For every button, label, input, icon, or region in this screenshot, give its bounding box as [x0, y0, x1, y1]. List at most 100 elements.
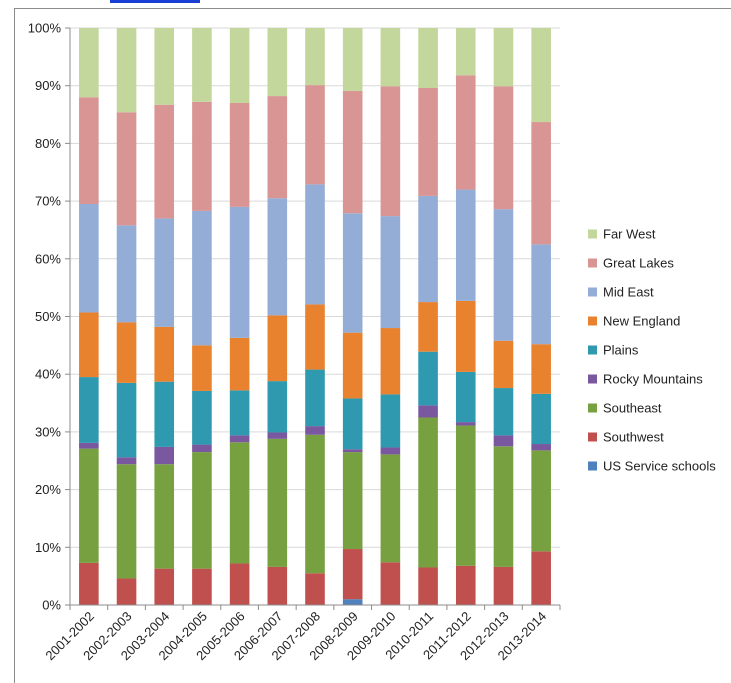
bar-segment	[305, 573, 325, 605]
legend-label: Rocky Mountains	[603, 372, 703, 387]
legend-swatch	[588, 287, 597, 297]
bar-segment	[380, 562, 401, 605]
bar-segment	[455, 565, 476, 605]
bar-segment	[116, 225, 137, 323]
y-tick-label: 30%	[35, 424, 61, 439]
bar-segment	[79, 203, 99, 313]
bar-segment	[531, 28, 551, 123]
bar-segment	[305, 184, 325, 305]
legend-label: Southwest	[603, 430, 664, 445]
bar-segment	[342, 599, 363, 605]
bar-segment	[154, 104, 175, 219]
bar-segment	[267, 315, 288, 382]
legend-label: New England	[603, 314, 680, 329]
bar-segment	[531, 393, 551, 445]
bar-segment	[342, 90, 363, 214]
y-tick-label: 40%	[35, 367, 61, 382]
bar-segment	[267, 438, 288, 567]
bar-segment	[493, 566, 514, 605]
bar-segment	[229, 206, 250, 338]
legend-label: Great Lakes	[603, 256, 674, 271]
bar-segment	[380, 447, 401, 455]
bar-segment	[455, 28, 476, 76]
bar-segment	[79, 442, 99, 449]
y-tick-label: 90%	[35, 78, 61, 93]
hyperlink-underline[interactable]	[110, 0, 200, 3]
bar-segment	[267, 381, 288, 433]
bar-segment	[79, 28, 99, 98]
bar-segment	[116, 457, 137, 465]
bar-segment	[192, 101, 212, 211]
bar-segment	[79, 97, 99, 204]
bar-segment	[455, 189, 476, 301]
bar-segment	[418, 417, 438, 568]
legend-label: Plains	[603, 343, 639, 358]
bar-segment	[455, 422, 476, 426]
axes	[65, 27, 561, 610]
bar-segment	[531, 551, 551, 605]
y-tick-label: 100%	[28, 21, 62, 36]
bar-segment	[116, 382, 137, 458]
bar-segment	[380, 328, 401, 395]
y-tick-label: 80%	[35, 136, 61, 151]
bar-segment	[79, 377, 99, 443]
bar-segment	[116, 322, 137, 383]
bar-segment	[455, 425, 476, 566]
y-tick-labels: 0% 10% 20% 30% 40% 50% 60% 70% 80% 90% 100%	[28, 21, 62, 613]
bar-segment	[267, 566, 288, 605]
bar-segment	[116, 578, 137, 605]
bar-segment	[493, 28, 514, 87]
legend-swatch	[588, 374, 597, 384]
bar-segment	[342, 449, 363, 453]
bar-segment	[342, 549, 363, 600]
bar-segment	[229, 435, 250, 443]
bar-segment	[418, 195, 438, 303]
legend-label: US Service schools	[603, 459, 716, 474]
bar-segment	[493, 435, 514, 447]
bar-segment	[493, 388, 514, 436]
bar-segment	[418, 88, 438, 196]
bar-segment	[305, 369, 325, 427]
bar-segment	[154, 446, 175, 465]
bar-segment	[192, 345, 212, 391]
bar-segment	[531, 444, 551, 451]
bar-segment	[154, 381, 175, 447]
frame-left-border	[14, 8, 15, 683]
bar-segment	[418, 405, 438, 418]
bar-segment	[455, 300, 476, 372]
bars	[79, 28, 551, 605]
bar-segment	[305, 434, 325, 574]
y-tick-label: 70%	[35, 194, 61, 209]
bar-segment	[154, 568, 175, 605]
bar-segment	[305, 28, 325, 86]
bar-segment	[267, 198, 288, 316]
bar-segment	[192, 210, 212, 346]
y-tick-label: 0%	[42, 598, 61, 613]
bar-segment	[192, 444, 212, 453]
bar-segment	[342, 332, 363, 399]
bar-segment	[418, 351, 438, 406]
bar-segment	[418, 302, 438, 352]
bar-segment	[192, 390, 212, 445]
bar-segment	[154, 218, 175, 327]
bar-segment	[79, 562, 99, 605]
bar-segment	[305, 304, 325, 370]
legend-swatch	[588, 258, 597, 268]
bar-segment	[154, 28, 175, 105]
bar-segment	[418, 28, 438, 89]
bar-segment	[192, 452, 212, 569]
bar-segment	[305, 426, 325, 435]
frame-top-border	[14, 8, 731, 9]
bar-segment	[342, 28, 363, 91]
bar-segment	[229, 103, 250, 207]
bar-segment	[154, 326, 175, 382]
bar-segment	[267, 28, 288, 97]
bar-segment	[493, 209, 514, 341]
x-tick-labels: 2001-20022002-20032003-20042004-20052005…	[42, 609, 549, 664]
bar-segment	[116, 112, 137, 226]
bar-segment	[305, 85, 325, 185]
bar-segment	[380, 216, 401, 329]
bar-segment	[192, 568, 212, 605]
bar-segment	[380, 86, 401, 217]
legend-swatch	[588, 461, 597, 471]
